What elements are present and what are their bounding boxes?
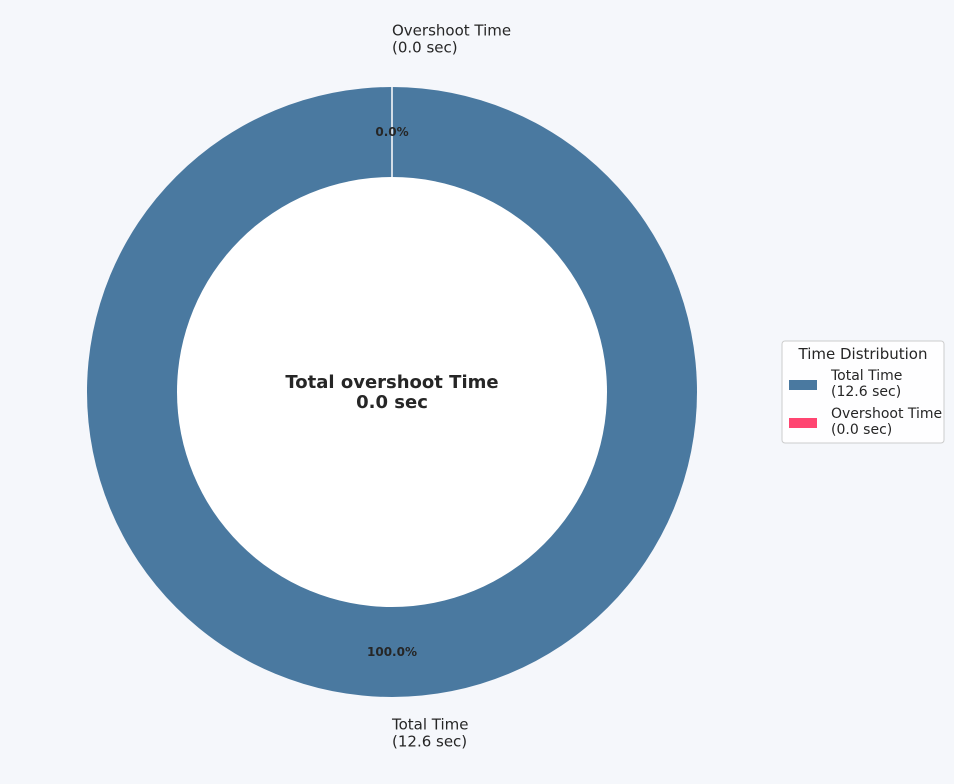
legend-label-overshoot-time: Overshoot Time (0.0 sec) (831, 406, 942, 438)
legend-swatch-overshoot-time (789, 418, 817, 428)
legend: Time Distribution Total Time (12.6 sec) Ov… (781, 340, 945, 444)
center-title: Total overshoot Time (285, 372, 498, 393)
legend-entries: Total Time (12.6 sec) Overshoot Time (0.0 s… (789, 368, 942, 438)
donut-hole (177, 177, 607, 607)
slice-label-group: Total Time (12.6 sec) Overshoot Time (0.0 s… (391, 22, 511, 751)
legend-swatch-total-time (789, 380, 817, 390)
percent-label-overshoot-time: 0.0% (375, 125, 408, 139)
center-value: 0.0 sec (356, 392, 428, 413)
slice-label-total-time: Total Time (12.6 sec) (391, 716, 469, 751)
legend-title: Time Distribution (798, 345, 928, 363)
legend-box (781, 340, 945, 444)
slice-label-overshoot-time: Overshoot Time (0.0 sec) (392, 22, 511, 57)
percent-label-group: 100.0% 0.0% (367, 125, 417, 659)
legend-label-total-time: Total Time (12.6 sec) (830, 368, 902, 400)
center-text: Total overshoot Time 0.0 sec (285, 372, 498, 413)
percent-label-total-time: 100.0% (367, 645, 417, 659)
